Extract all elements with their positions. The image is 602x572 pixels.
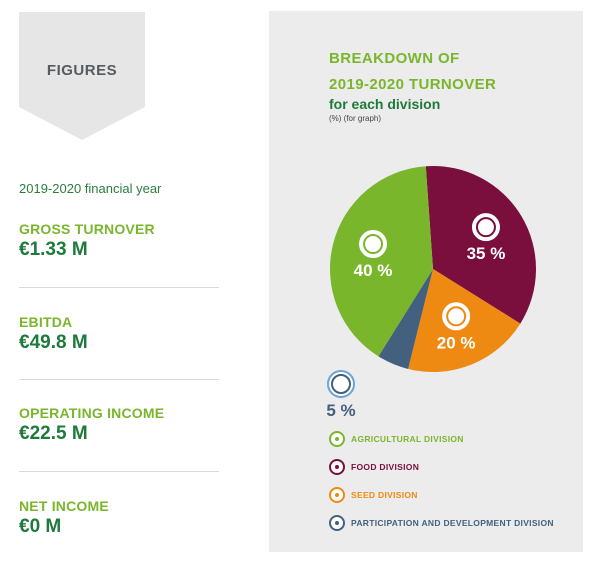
kpi-value: €22.5 M xyxy=(19,423,88,444)
kpi-label: GROSS TURNOVER xyxy=(19,221,155,237)
chart-note: (%) (for graph) xyxy=(329,114,382,123)
slice-label: 5 % xyxy=(326,401,355,420)
legend-item-participation: PARTICIPATION AND DEVELOPMENT DIVISION xyxy=(329,515,589,533)
pie-chart: 35 % 20 % 5 % 40 % xyxy=(326,166,536,420)
food-cloche-icon xyxy=(471,213,500,242)
chart-panel: BREAKDOWN OF 2019-2020 TURNOVER for each… xyxy=(269,11,583,552)
legend-label: FOOD DIVISION xyxy=(351,462,420,472)
figures-tab-label: FIGURES xyxy=(46,62,118,79)
slice-label: 35 % xyxy=(467,244,506,263)
legend-label: SEED DIVISION xyxy=(351,490,418,500)
wheat-icon xyxy=(359,230,388,259)
seed-icon xyxy=(442,302,471,331)
kpi-gross-turnover: GROSS TURNOVER €1.33 M xyxy=(19,221,219,261)
seed-icon xyxy=(329,487,345,503)
divider xyxy=(19,471,219,472)
kpi-value: €1.33 M xyxy=(19,239,88,260)
checkmark-icon xyxy=(329,515,345,531)
wheat-icon xyxy=(329,431,345,447)
kpi-label: OPERATING INCOME xyxy=(19,405,165,421)
kpi-value: €0 M xyxy=(19,516,62,537)
legend-item-seed: SEED DIVISION xyxy=(329,487,589,505)
legend-label: PARTICIPATION AND DEVELOPMENT DIVISION xyxy=(351,518,554,528)
figures-tab: FIGURES xyxy=(19,12,145,140)
divider xyxy=(19,379,219,380)
legend-item-food: FOOD DIVISION xyxy=(329,459,589,477)
divider xyxy=(19,287,219,288)
pie-slice-agricultural xyxy=(329,166,433,357)
kpi-label: NET INCOME xyxy=(19,498,109,514)
kpi-ebitda: EBITDA €49.8 M xyxy=(19,314,219,354)
pie-slice-participation xyxy=(378,269,433,369)
slice-label: 40 % xyxy=(354,261,393,280)
checkmark-icon xyxy=(327,370,355,398)
kpi-label: EBITDA xyxy=(19,314,73,330)
chart-subtitle: for each division xyxy=(329,96,441,112)
chart-title-line2: 2019-2020 TURNOVER xyxy=(329,76,497,93)
food-cloche-icon xyxy=(329,459,345,475)
slice-label: 20 % xyxy=(437,333,476,352)
kpi-operating-income: OPERATING INCOME €22.5 M xyxy=(19,405,219,445)
legend-label: AGRICULTURAL DIVISION xyxy=(351,434,464,444)
legend-item-agricultural: AGRICULTURAL DIVISION xyxy=(329,431,589,449)
figures-tab-shape xyxy=(19,12,145,140)
chart-title: BREAKDOWN OF xyxy=(329,50,460,67)
pie-slice-food xyxy=(425,166,536,324)
kpi-value: €49.8 M xyxy=(19,332,88,353)
financial-year-label: 2019-2020 financial year xyxy=(19,181,162,196)
kpi-net-income: NET INCOME €0 M xyxy=(19,498,219,538)
